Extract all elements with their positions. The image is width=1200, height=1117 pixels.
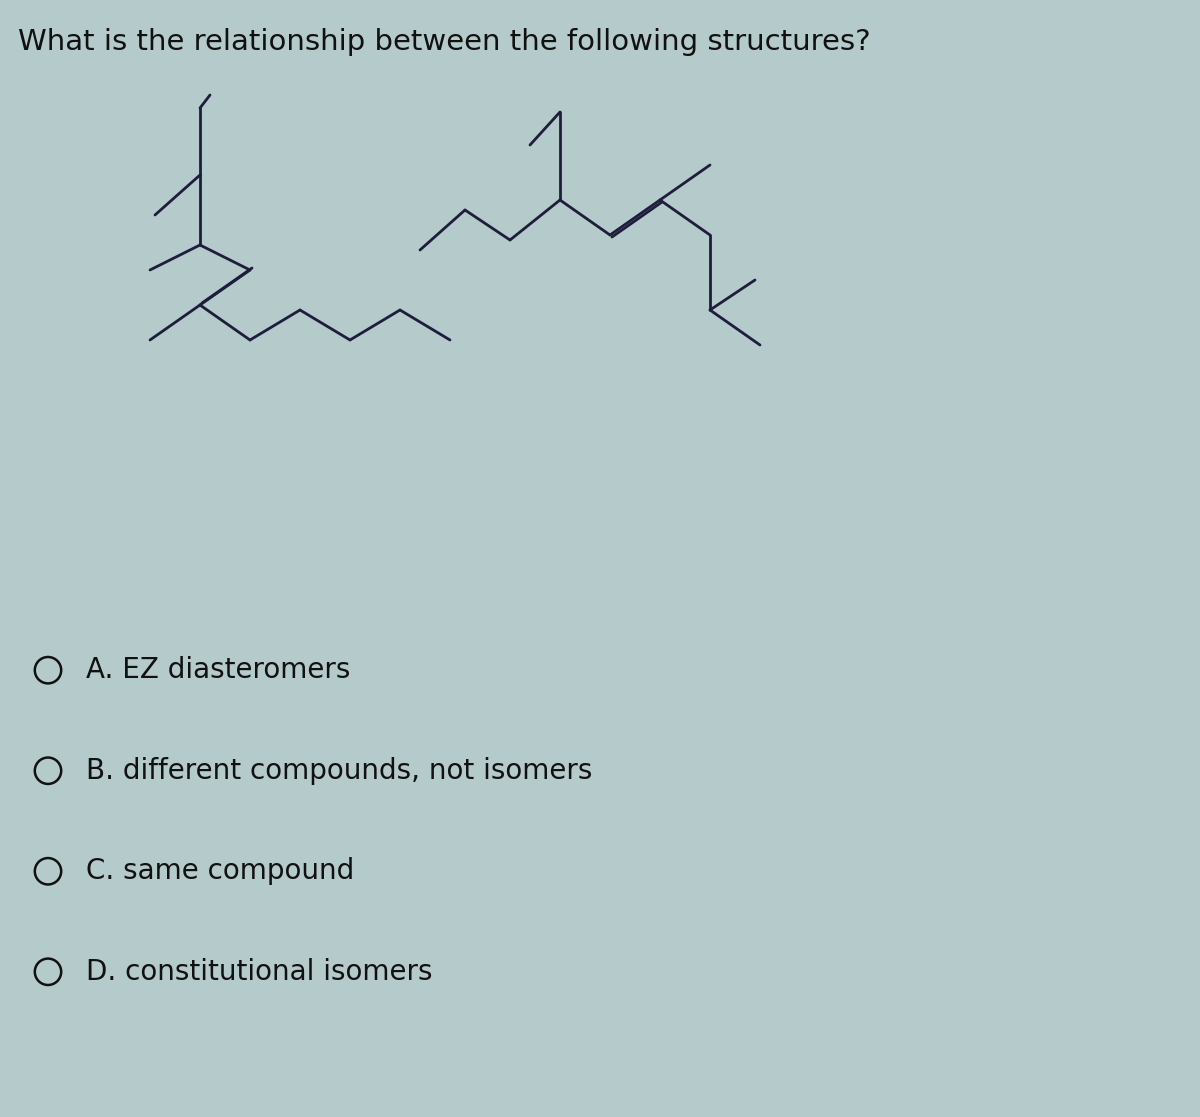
Text: D. constitutional isomers: D. constitutional isomers [86,957,433,986]
Text: C. same compound: C. same compound [86,857,355,886]
Text: A. EZ diasteromers: A. EZ diasteromers [86,656,350,685]
Text: B. different compounds, not isomers: B. different compounds, not isomers [86,756,593,785]
Text: What is the relationship between the following structures?: What is the relationship between the fol… [18,28,871,56]
